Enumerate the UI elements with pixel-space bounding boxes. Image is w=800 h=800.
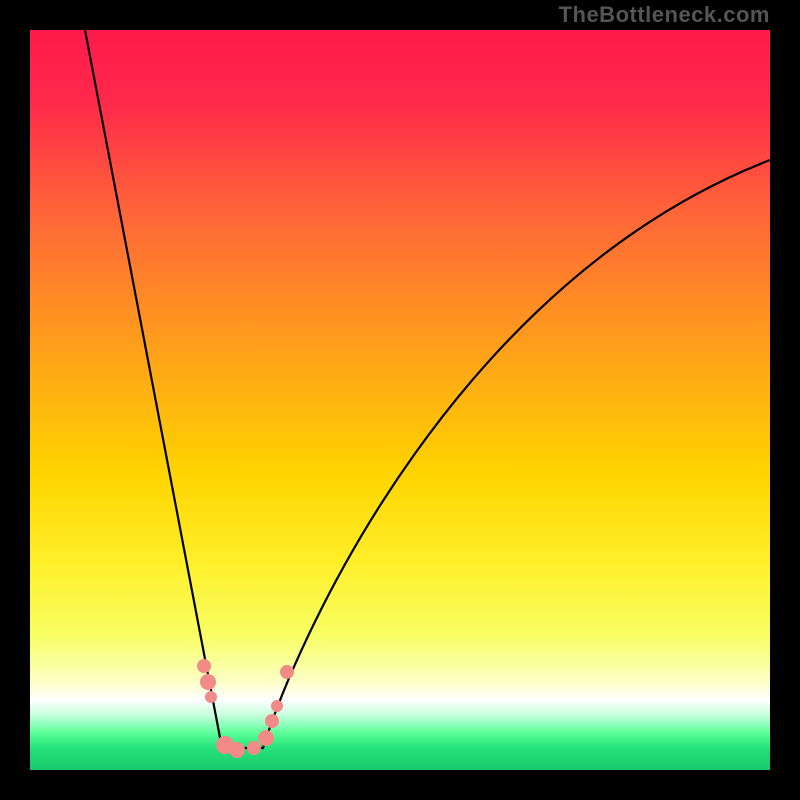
data-marker (247, 741, 261, 755)
watermark-text: TheBottleneck.com (559, 2, 770, 28)
data-marker (200, 674, 216, 690)
data-marker (271, 700, 283, 712)
data-marker (265, 714, 279, 728)
data-marker (280, 665, 294, 679)
data-marker (229, 742, 245, 758)
chart-svg (30, 30, 770, 770)
data-marker (258, 730, 274, 746)
data-marker (197, 659, 211, 673)
chart-frame (30, 30, 770, 770)
data-marker (205, 691, 217, 703)
gradient-background (30, 30, 770, 770)
